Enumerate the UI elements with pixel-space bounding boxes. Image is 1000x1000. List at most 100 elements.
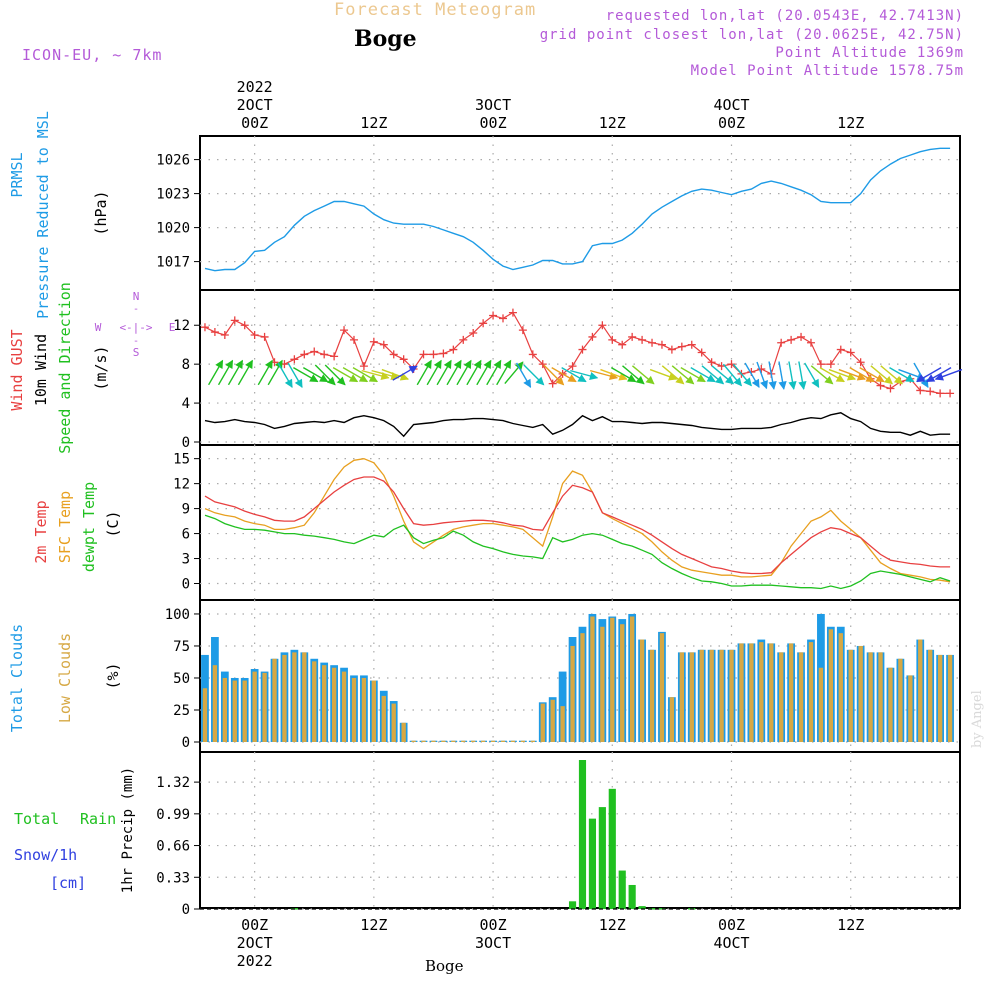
wind-gust-marker bbox=[588, 332, 597, 341]
wind-gust-marker bbox=[310, 347, 319, 356]
low-clouds-bar bbox=[689, 652, 694, 742]
temperature-ytick-label: 12 bbox=[173, 477, 190, 493]
bottom-time-label: 2OCT bbox=[237, 934, 273, 952]
wind-gust-marker bbox=[628, 332, 637, 341]
rain-bar bbox=[598, 807, 606, 909]
temperature-ytick-label: 15 bbox=[173, 452, 190, 468]
wind-arrow-head bbox=[523, 378, 532, 389]
low-clouds-bar bbox=[918, 639, 923, 742]
low-clouds-bar bbox=[719, 649, 724, 742]
low-clouds-bar bbox=[600, 626, 605, 742]
wind-arrow-head bbox=[589, 371, 599, 380]
low-clouds-bar bbox=[302, 652, 307, 742]
low-clouds-bar bbox=[530, 740, 535, 742]
wind-gust-marker bbox=[320, 350, 329, 359]
wind-gust-marker bbox=[220, 330, 229, 339]
top-time-label: 00Z bbox=[241, 114, 268, 132]
low-clouds-bar bbox=[749, 643, 754, 742]
wind-gust-marker bbox=[797, 332, 806, 341]
wind-ytick-label: 4 bbox=[182, 396, 190, 412]
wind-arrow-head bbox=[893, 375, 903, 385]
low-clouds-bar bbox=[610, 617, 615, 742]
wind-gust-marker bbox=[349, 335, 358, 344]
low-clouds-bar bbox=[401, 722, 406, 742]
rain-bar bbox=[658, 908, 666, 910]
wind-gust-marker bbox=[777, 338, 786, 347]
low-clouds-bar bbox=[818, 667, 824, 742]
wind-arrow-head bbox=[555, 376, 565, 386]
wind-arrow-head bbox=[715, 375, 725, 385]
temperature-ytick-label: 0 bbox=[182, 577, 190, 593]
wind-arrow-head bbox=[294, 378, 303, 389]
wind-gust-marker bbox=[210, 328, 219, 337]
low-clouds-label: Low Clouds bbox=[56, 633, 74, 723]
wind-gust-marker bbox=[757, 365, 766, 374]
pressure-line bbox=[204, 147, 951, 272]
top-time-label: 2OCT bbox=[237, 96, 273, 114]
wind-arrow-head bbox=[284, 378, 293, 389]
wind-gust-marker bbox=[638, 335, 647, 344]
wind-arrow-head bbox=[926, 374, 936, 383]
top-time-label: 12Z bbox=[837, 114, 864, 132]
wind-gust-marker bbox=[340, 326, 349, 335]
rain-bar bbox=[618, 870, 626, 909]
wind-10m-label: 10m Wind bbox=[32, 334, 50, 406]
precip-ytick-label: 0.33 bbox=[156, 870, 190, 886]
low-clouds-bar bbox=[242, 680, 247, 742]
low-clouds-bar bbox=[908, 675, 913, 742]
wind-arrow-head bbox=[264, 359, 273, 370]
low-clouds-bar bbox=[858, 645, 863, 742]
rain-bar bbox=[568, 901, 577, 909]
top-time-label: 2022 bbox=[237, 78, 273, 96]
wind-gust-marker bbox=[330, 352, 339, 361]
wind-gust-marker bbox=[300, 350, 309, 359]
low-clouds-bar bbox=[560, 706, 565, 742]
low-clouds-bar bbox=[639, 639, 645, 742]
wind-gust-marker bbox=[936, 389, 945, 398]
bottom-time-label: 00Z bbox=[241, 916, 268, 934]
low-clouds-bar bbox=[590, 616, 595, 742]
wind-gust-marker bbox=[926, 387, 935, 396]
wind-arrow-head bbox=[326, 376, 336, 386]
low-clouds-bar bbox=[361, 677, 367, 742]
compass-arrow-h: <-|-> bbox=[119, 321, 152, 334]
wind-arrow-head bbox=[846, 372, 857, 381]
low-clouds-bar bbox=[381, 695, 386, 742]
wind-arrow-head bbox=[627, 374, 637, 383]
low-clouds-bar bbox=[699, 649, 704, 742]
t2m-temp-line bbox=[204, 476, 951, 575]
low-clouds-bar bbox=[262, 672, 267, 742]
low-clouds-bar bbox=[947, 654, 953, 742]
compass-vline-bottom: - bbox=[133, 336, 139, 347]
wind-gust-marker bbox=[499, 314, 508, 323]
snow-unit-label: [cm] bbox=[50, 874, 86, 892]
wind-gust-marker bbox=[290, 355, 299, 364]
sfc-temp-label: SFC Temp bbox=[56, 491, 74, 563]
grid-lonlat: grid point closest lon,lat (20.0625E, 42… bbox=[539, 27, 964, 43]
wind-gust-marker bbox=[916, 386, 925, 395]
wind-ytick-label: 12 bbox=[173, 318, 190, 334]
precip-axis-label: 1hr Precip (mm) bbox=[120, 767, 136, 893]
low-clouds-bar bbox=[391, 703, 396, 742]
wind-ytick-label: 0 bbox=[182, 435, 190, 451]
compass-west: W bbox=[95, 321, 102, 334]
low-clouds-bar bbox=[779, 652, 784, 742]
wind-arrow-head bbox=[463, 359, 472, 370]
wind-speed-dir-label: Speed and Direction bbox=[56, 282, 74, 454]
wind-arrow-head bbox=[635, 375, 645, 385]
low-clouds-bar bbox=[679, 652, 684, 742]
compass-north: N bbox=[133, 290, 140, 303]
temperature-panel-frame bbox=[199, 444, 961, 601]
clouds-ytick-label: 100 bbox=[165, 607, 190, 623]
wind-arrow-head bbox=[798, 381, 807, 390]
low-clouds-bar bbox=[769, 643, 774, 742]
wind-arrow-head bbox=[348, 374, 359, 383]
wind-arrow-head bbox=[235, 359, 243, 370]
wind-arrow-head bbox=[473, 359, 482, 370]
wind-gust-marker bbox=[369, 337, 378, 346]
wind-arrow-head bbox=[319, 374, 329, 383]
wind-gust-marker bbox=[826, 360, 835, 369]
wind-arrow-head bbox=[675, 375, 685, 385]
wind-gust-marker bbox=[677, 342, 686, 351]
low-clouds-bar bbox=[351, 677, 357, 742]
